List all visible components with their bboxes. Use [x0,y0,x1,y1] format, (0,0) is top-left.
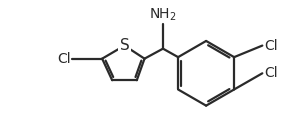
Text: S: S [120,38,129,53]
Text: Cl: Cl [264,66,278,80]
Text: Cl: Cl [57,52,70,66]
Text: NH$_2$: NH$_2$ [149,7,177,23]
Text: Cl: Cl [264,39,278,53]
